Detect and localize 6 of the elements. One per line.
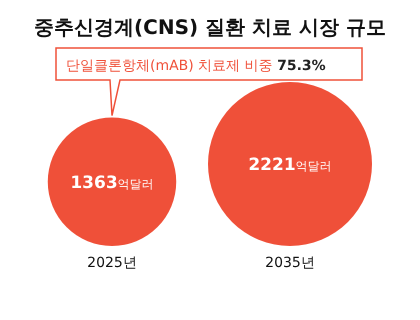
text: 중추신경계(CNS) 질환 치료 시장 규모	[34, 15, 386, 39]
data-label: 1363억달러	[70, 172, 154, 193]
category-label: 2025년	[87, 255, 137, 271]
text: 단일클론항체(mAB) 치료제 비중 75.3%	[66, 58, 326, 74]
category-label: 2035년	[265, 255, 315, 271]
data-label: 2221억달러	[248, 155, 332, 175]
